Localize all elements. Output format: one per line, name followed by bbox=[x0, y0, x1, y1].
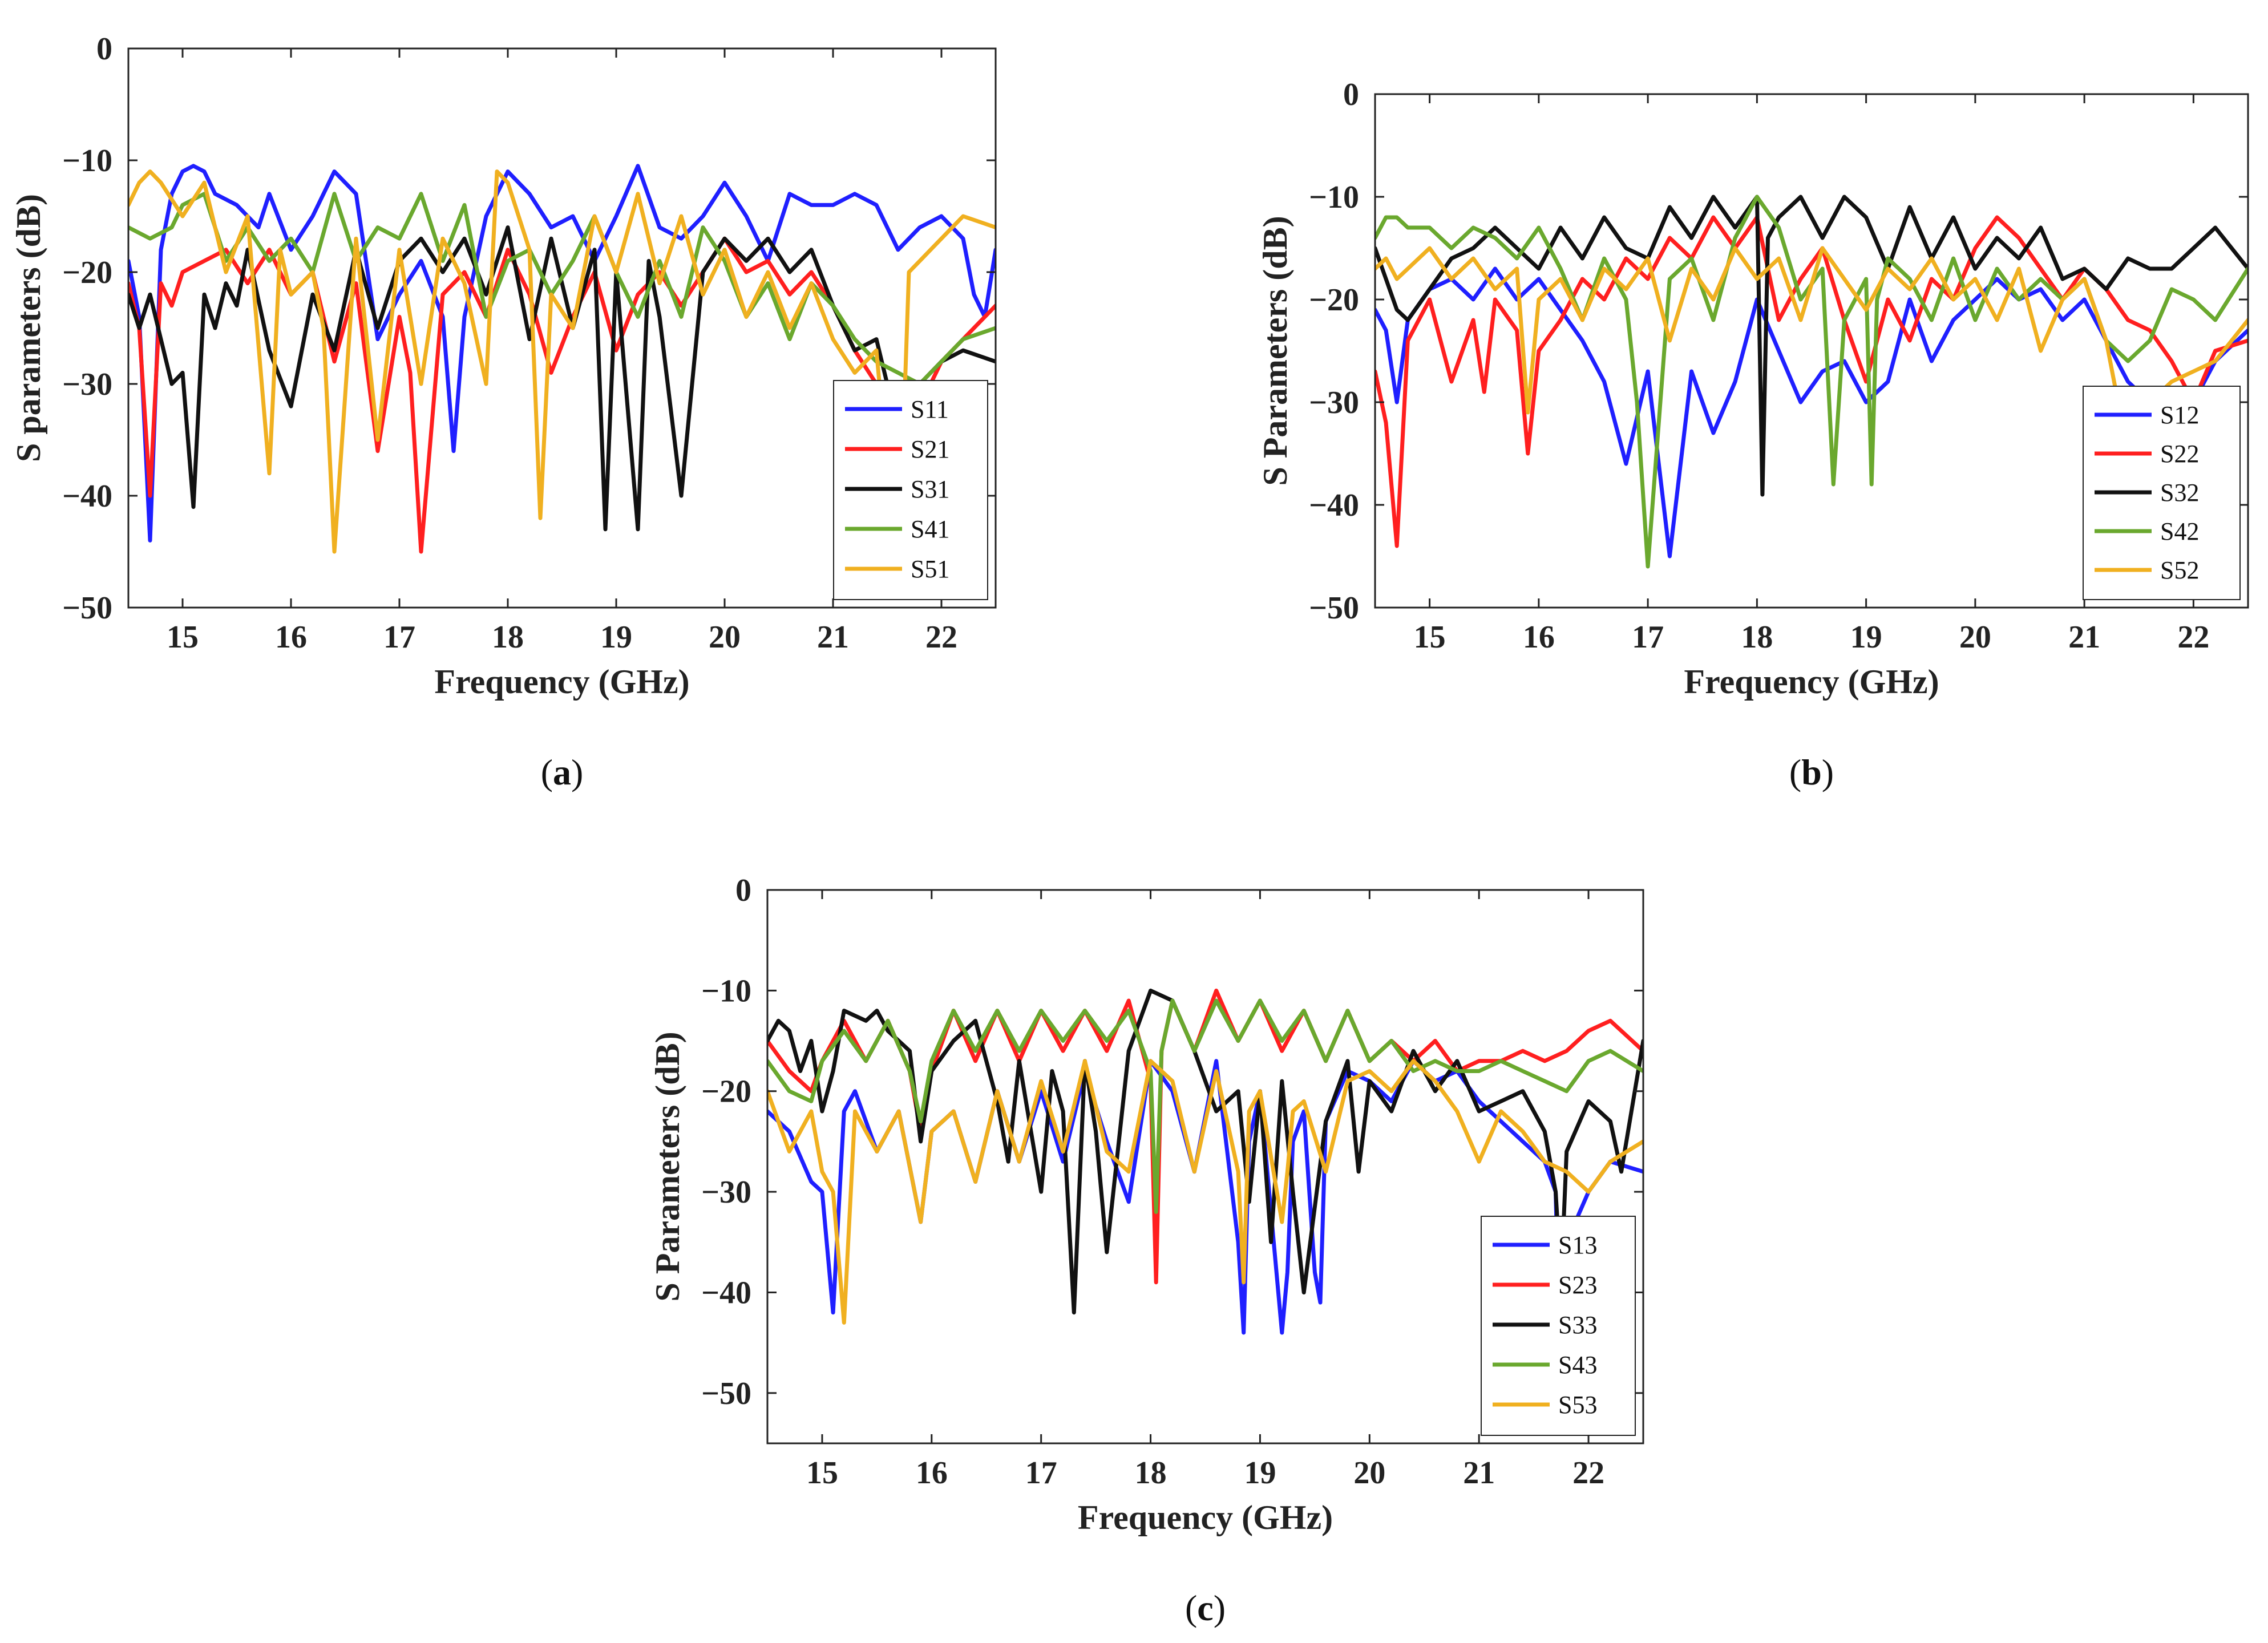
caption-letter: a bbox=[553, 752, 571, 792]
caption-letter: b bbox=[1801, 752, 1822, 792]
x-tick-label: 22 bbox=[2177, 620, 2209, 655]
x-tick-label: 17 bbox=[383, 620, 415, 655]
chart-panel-c: 15 16 17 18 19 20 21 22 0 −10 −20 −30 −40 −50 Frequenc… bbox=[639, 844, 1677, 1643]
chart-panel-a: 15 16 17 18 19 20 21 22 0 −10 −20 −30 −40 −50 Frequenc… bbox=[0, 0, 1027, 810]
y-tick-label: −30 bbox=[701, 1175, 751, 1210]
x-tick-label: 17 bbox=[1025, 1455, 1057, 1491]
x-tick-label: 16 bbox=[916, 1455, 948, 1491]
y-axis-label: S Parameters (dB) bbox=[649, 1031, 686, 1301]
series-line-s11 bbox=[128, 164, 996, 543]
y-tick-label: −30 bbox=[1309, 385, 1359, 420]
x-tick-label: 20 bbox=[1959, 620, 1991, 655]
x-tick-label: 15 bbox=[167, 620, 199, 655]
legend-label-s42: S42 bbox=[2160, 517, 2199, 545]
y-tick-label: −20 bbox=[1309, 282, 1359, 318]
y-tick-label: −20 bbox=[62, 255, 112, 290]
x-tick-label: 19 bbox=[1244, 1455, 1276, 1491]
y-tick-label: −50 bbox=[701, 1376, 751, 1411]
y-tick-label: −10 bbox=[701, 973, 751, 1009]
chart-c-legend: S13 S23 S33 S43 S53 bbox=[1481, 1216, 1636, 1436]
chart-a-legend: S11 S21 S31 S41 S51 bbox=[833, 380, 988, 600]
y-tick-label: −40 bbox=[62, 479, 112, 514]
y-tick-label: 0 bbox=[1343, 77, 1359, 112]
y-tick-label: −10 bbox=[1309, 180, 1359, 215]
y-tick-label: 0 bbox=[735, 873, 751, 908]
chart-a-svg: 15 16 17 18 19 20 21 22 0 −10 −20 −30 −40 −50 Frequenc… bbox=[10, 31, 997, 792]
x-tick-label: 19 bbox=[600, 620, 632, 655]
caption-c: (c) bbox=[1185, 1588, 1226, 1628]
x-tick-label: 20 bbox=[709, 620, 741, 655]
legend-label-s22: S22 bbox=[2160, 440, 2199, 468]
x-tick-label: 20 bbox=[1353, 1455, 1385, 1491]
chart-b-frame bbox=[1374, 93, 2249, 609]
x-tick-label: 18 bbox=[1135, 1455, 1167, 1491]
chart-b-svg: 15 16 17 18 19 20 21 22 0 −10 −20 −30 −40 −50 Frequenc… bbox=[1256, 77, 2249, 792]
legend-label-s43: S43 bbox=[1558, 1351, 1597, 1379]
y-axis-label: S Parameters (dB) bbox=[1256, 216, 1294, 485]
series-line-s12 bbox=[1375, 266, 2248, 559]
x-tick-label: 22 bbox=[1572, 1455, 1604, 1491]
y-tick-label: −20 bbox=[701, 1074, 751, 1110]
legend-label-s51: S51 bbox=[911, 555, 949, 583]
legend-label-s52: S52 bbox=[2160, 556, 2199, 584]
series-line-s51 bbox=[128, 169, 996, 588]
caption-a: (a) bbox=[541, 752, 584, 792]
x-tick-label: 15 bbox=[1414, 620, 1446, 655]
x-tick-label: 17 bbox=[1632, 620, 1664, 655]
y-tick-label: −10 bbox=[62, 143, 112, 179]
legend-label-s31: S31 bbox=[911, 475, 949, 503]
x-tick-label: 16 bbox=[275, 620, 307, 655]
chart-c-frame bbox=[766, 889, 1644, 1444]
y-tick-label: −40 bbox=[1309, 488, 1359, 523]
x-tick-label: 21 bbox=[817, 620, 849, 655]
x-tick-label: 21 bbox=[2068, 620, 2100, 655]
x-tick-label: 19 bbox=[1850, 620, 1882, 655]
y-tick-label: −30 bbox=[62, 367, 112, 402]
x-tick-label: 21 bbox=[1463, 1455, 1495, 1491]
chart-panel-b: 15 16 17 18 19 20 21 22 0 −10 −20 −30 −40 −50 Frequenc… bbox=[1215, 46, 2268, 810]
legend-label-s11: S11 bbox=[911, 395, 949, 423]
x-axis-label: Frequency (GHz) bbox=[434, 663, 689, 701]
legend-label-s53: S53 bbox=[1558, 1391, 1597, 1419]
x-tick-label: 18 bbox=[1741, 620, 1773, 655]
legend-label-s13: S13 bbox=[1558, 1231, 1597, 1259]
caption-letter: c bbox=[1197, 1588, 1213, 1628]
legend-label-s12: S12 bbox=[2160, 401, 2199, 429]
legend-label-s33: S33 bbox=[1558, 1311, 1597, 1339]
x-tick-label: 18 bbox=[492, 620, 524, 655]
legend-label-s32: S32 bbox=[2160, 479, 2199, 507]
series-line-s43 bbox=[767, 998, 1643, 1214]
series-line-s32 bbox=[1375, 195, 2248, 497]
caption-b: (b) bbox=[1789, 752, 1834, 792]
series-line-s53 bbox=[767, 1059, 1643, 1325]
y-tick-label: 0 bbox=[96, 31, 112, 67]
legend-label-s23: S23 bbox=[1558, 1271, 1597, 1299]
x-tick-label: 15 bbox=[806, 1455, 838, 1491]
chart-b-legend: S12 S22 S32 S42 S52 bbox=[2083, 386, 2241, 600]
y-tick-label: −50 bbox=[1309, 590, 1359, 626]
legend-label-s21: S21 bbox=[911, 435, 949, 463]
x-tick-label: 16 bbox=[1523, 620, 1555, 655]
chart-c-svg: 15 16 17 18 19 20 21 22 0 −10 −20 −30 −40 −50 Frequenc… bbox=[649, 873, 1644, 1628]
legend-label-s41: S41 bbox=[911, 515, 949, 543]
y-axis-label: S parameters (dB) bbox=[10, 194, 47, 462]
x-axis-label: Frequency (GHz) bbox=[1078, 1499, 1333, 1536]
x-tick-label: 22 bbox=[925, 620, 957, 655]
y-tick-label: −50 bbox=[62, 590, 112, 626]
chart-a-frame bbox=[127, 47, 997, 609]
series-line-s52 bbox=[1375, 246, 2248, 456]
x-axis-label: Frequency (GHz) bbox=[1684, 663, 1939, 701]
y-tick-label: −40 bbox=[701, 1275, 751, 1310]
